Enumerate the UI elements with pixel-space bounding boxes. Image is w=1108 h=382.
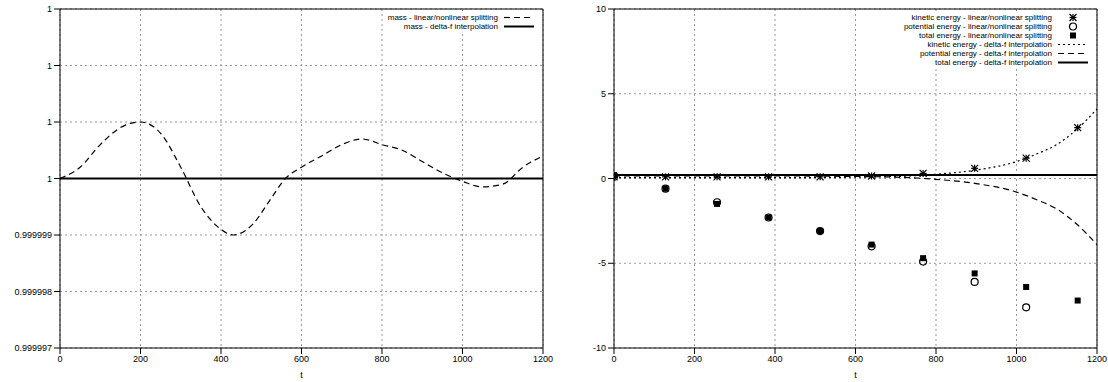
svg-text:t: t [300, 370, 303, 380]
svg-text:200: 200 [687, 354, 702, 364]
svg-text:0.999997: 0.999997 [14, 343, 52, 353]
svg-text:1: 1 [47, 174, 52, 184]
svg-text:800: 800 [928, 354, 943, 364]
svg-text:600: 600 [294, 354, 309, 364]
html-text:total energy - linear/nonlinea: total energy - linear/nonlinear splittin… [919, 31, 1052, 40]
svg-text:0: 0 [57, 354, 62, 364]
svg-text:t: t [854, 370, 857, 380]
svg-text:10: 10 [596, 4, 606, 14]
html-text:kinetic energy - delta-f inter: kinetic energy - delta-f interpolation [927, 40, 1052, 49]
svg-text:0: 0 [611, 354, 616, 364]
html-text:mass - delta-f interpolation: mass - delta-f interpolation [403, 22, 498, 31]
svg-text:-5: -5 [598, 258, 606, 268]
svg-text:400: 400 [767, 354, 782, 364]
html-text:potential energy - delta-f int: potential energy - delta-f interpolation [919, 49, 1052, 58]
svg-text:1: 1 [47, 4, 52, 14]
svg-text:5: 5 [601, 89, 606, 99]
html-text:total energy - delta-f interpo: total energy - delta-f interpolation [935, 58, 1052, 67]
svg-text:0.999998: 0.999998 [14, 287, 52, 297]
html-text:mass - linear/nonlinear splitt: mass - linear/nonlinear splitting [387, 13, 498, 22]
html-text:kinetic energy - linear/nonlin: kinetic energy - linear/nonlinear splitt… [911, 13, 1052, 22]
svg-text:0: 0 [601, 174, 606, 184]
html-text:potential energy - linear/nonl: potential energy - linear/nonlinear spli… [903, 22, 1052, 31]
svg-text:1200: 1200 [1087, 354, 1100, 364]
svg-text:1200: 1200 [533, 354, 553, 364]
svg-text:1: 1 [47, 117, 52, 127]
svg-text:400: 400 [213, 354, 228, 364]
svg-text:800: 800 [374, 354, 389, 364]
svg-text:1: 1 [47, 61, 52, 71]
svg-text:1000: 1000 [452, 354, 472, 364]
svg-text:0.999999: 0.999999 [14, 230, 52, 240]
svg-text:-10: -10 [593, 343, 606, 353]
svg-text:600: 600 [848, 354, 863, 364]
svg-text:1000: 1000 [1006, 354, 1026, 364]
svg-text:200: 200 [133, 354, 148, 364]
